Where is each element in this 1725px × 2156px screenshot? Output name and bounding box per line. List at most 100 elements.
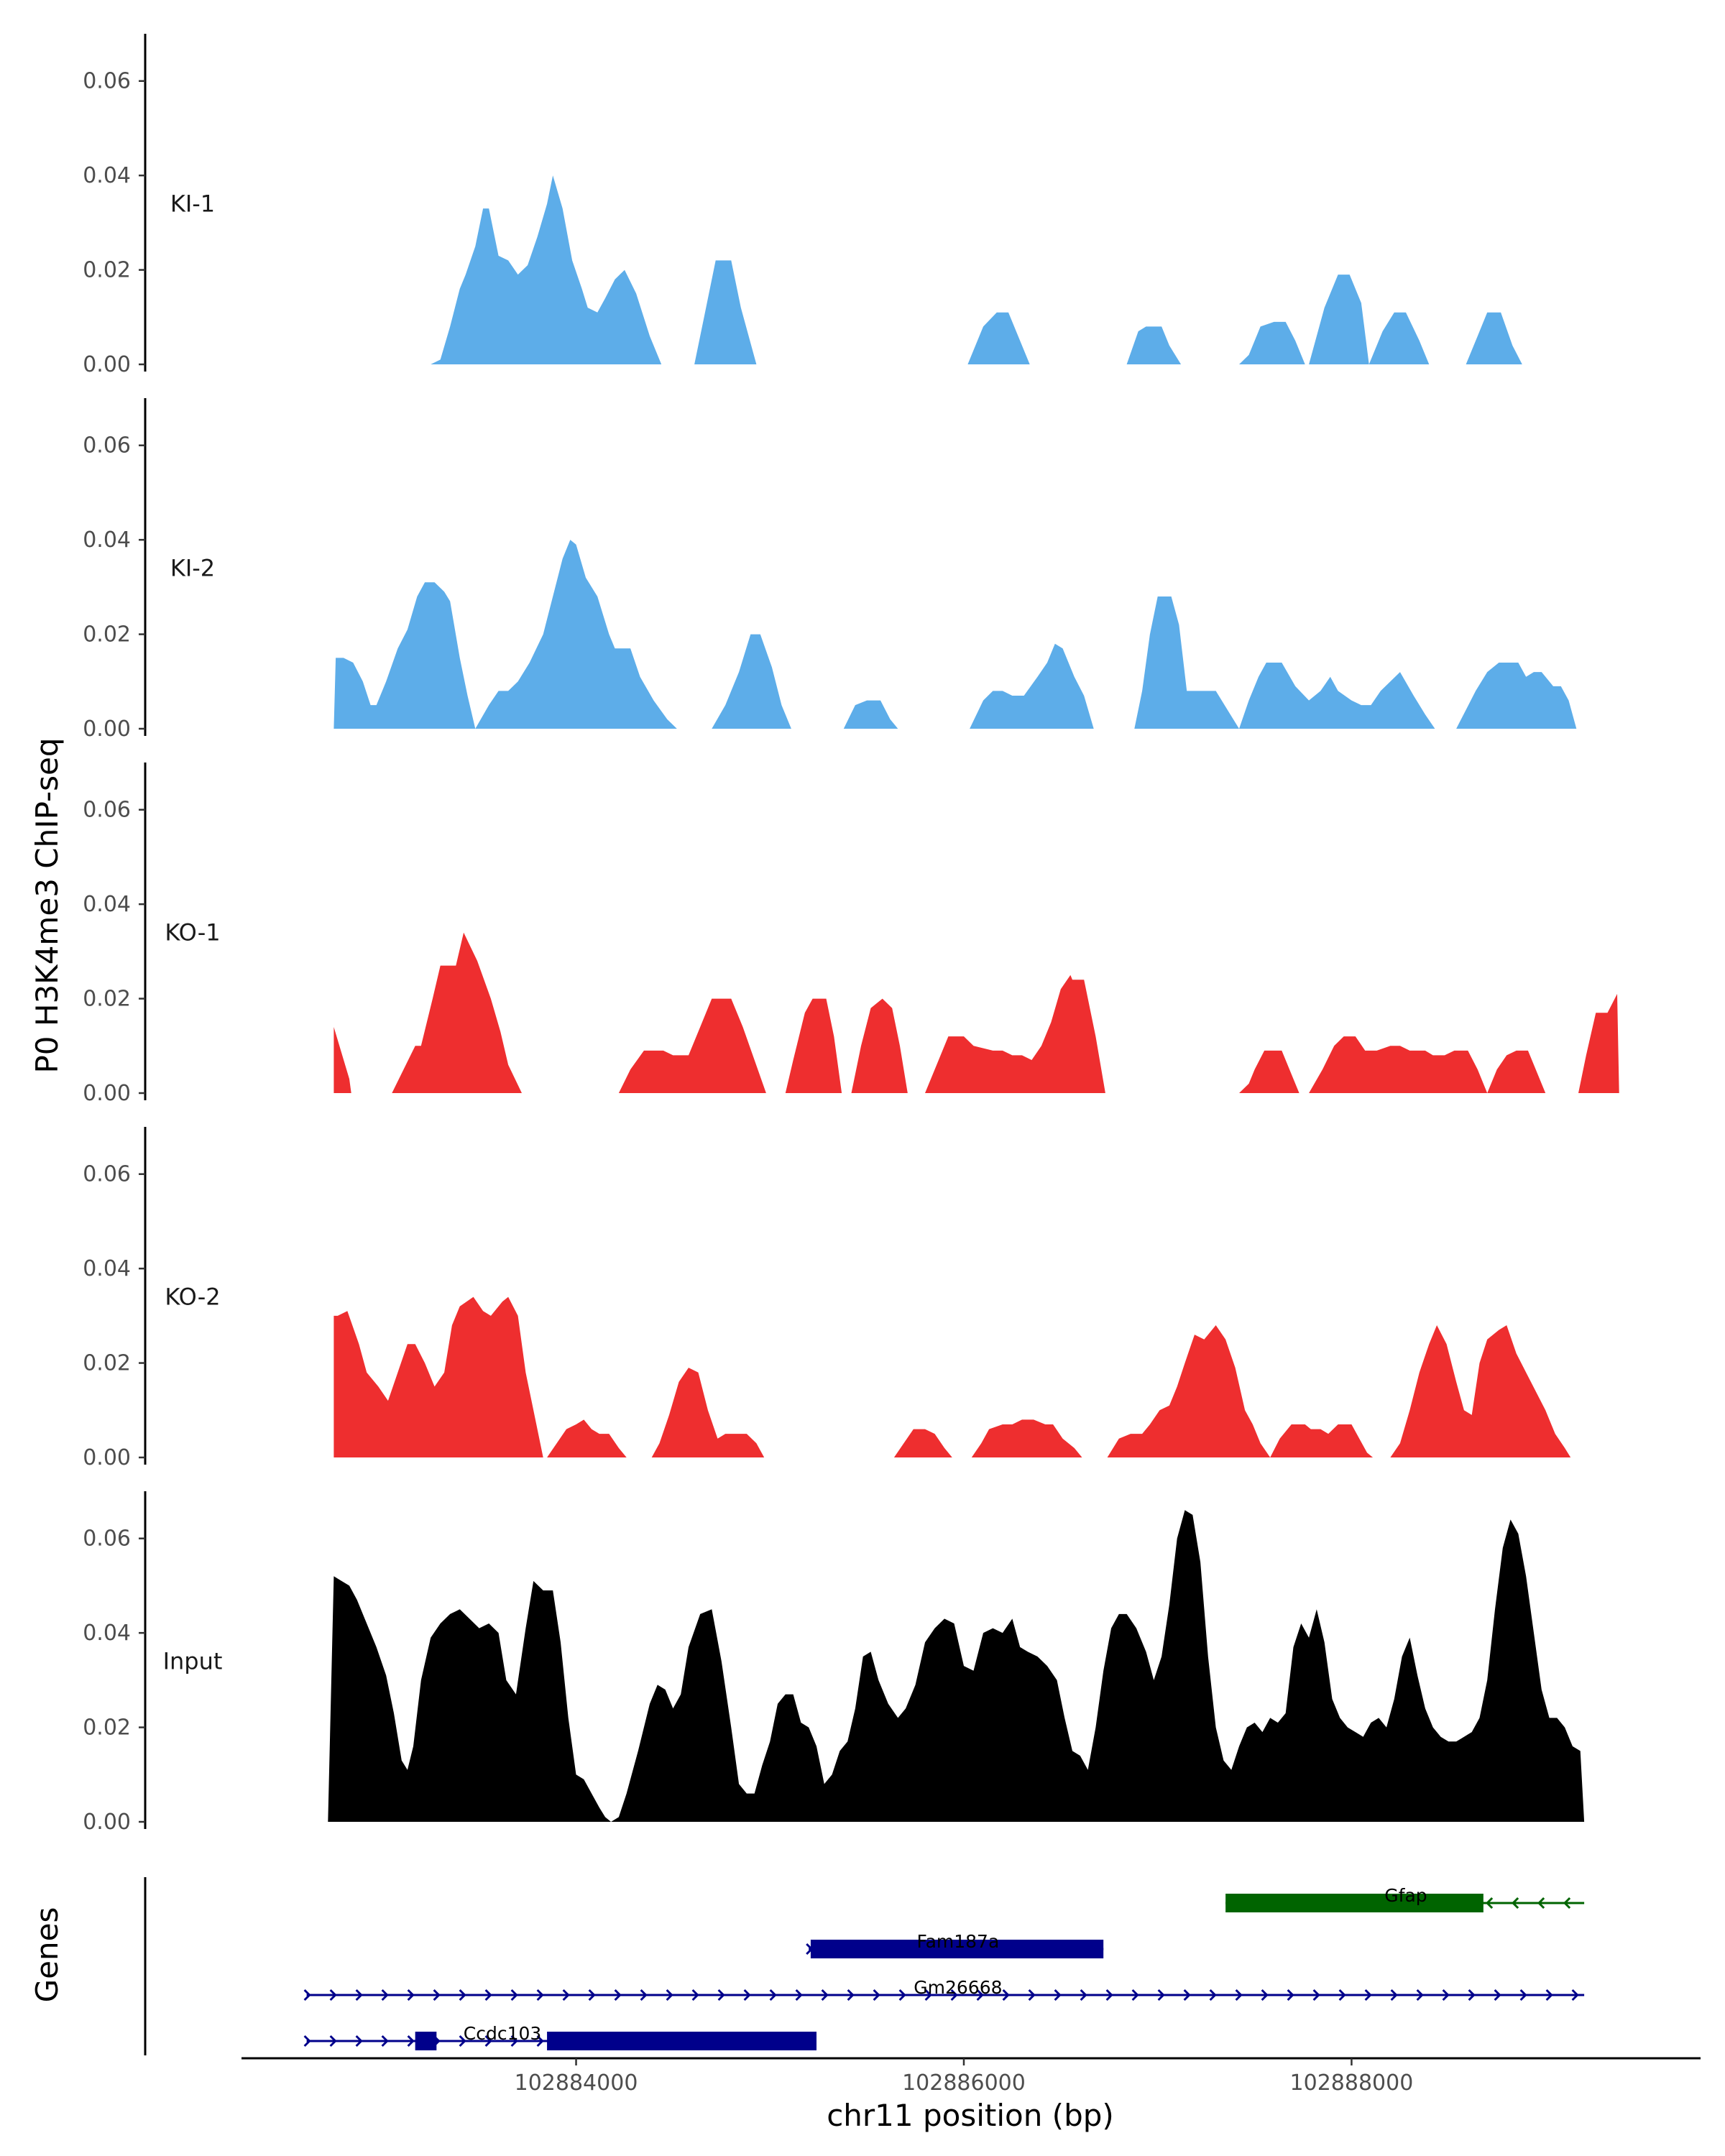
strand-arrow: [407, 1989, 415, 2001]
strand-arrow: [355, 2035, 363, 2047]
strand-arrow: [1537, 1897, 1545, 1909]
strand-arrow: [1054, 1989, 1062, 2001]
y-tick-label: 0.00: [83, 1445, 131, 1470]
y-tick-label: 0.06: [83, 1526, 131, 1552]
x-tick-label: 102884000: [515, 2070, 638, 2096]
strand-arrow: [484, 2035, 492, 2047]
signal-area: [1239, 663, 1435, 729]
signal-area: [1309, 1036, 1488, 1093]
strand-arrow: [1571, 1989, 1579, 2001]
strand-arrow: [303, 2035, 311, 2047]
signal-area: [1456, 663, 1577, 729]
y-tick-label: 0.04: [83, 528, 131, 553]
signal-area: [1126, 326, 1182, 364]
strand-arrow: [873, 1989, 880, 2001]
signal-area: [475, 540, 677, 729]
gene-exon: [1225, 1894, 1484, 1912]
strand-arrow: [1519, 1989, 1527, 2001]
signal-area: [893, 1429, 952, 1457]
strand-arrow: [1312, 1989, 1320, 2001]
signal-area: [1466, 312, 1522, 364]
signal-area: [618, 998, 766, 1093]
strand-arrow: [743, 1989, 751, 2001]
signal-area: [334, 582, 476, 729]
gene-exon: [415, 2032, 437, 2050]
strand-arrow: [717, 1989, 725, 2001]
track-label: KI-2: [170, 555, 215, 582]
y-tick-label: 0.04: [83, 892, 131, 917]
strand-arrow: [691, 1989, 699, 2001]
x-axis: 102884000 102886000 102888000: [242, 2057, 1701, 2096]
signal-area: [843, 700, 898, 729]
strand-arrow: [821, 1989, 829, 2001]
strand-arrow: [847, 1989, 855, 2001]
y-tick-label: 0.02: [83, 1715, 131, 1741]
strand-arrow: [976, 1989, 984, 2001]
track-ki-2: 0.00 0.02 0.04 0.06 KI-2: [83, 398, 1577, 742]
gene-label: Fam187a: [916, 1931, 999, 1952]
strand-arrow: [769, 1989, 777, 2001]
strand-arrow: [1442, 1989, 1450, 2001]
strand-arrow: [562, 1989, 570, 2001]
signal-area: [971, 1419, 1082, 1457]
strand-arrow: [1338, 1989, 1346, 2001]
track-ko-2: 0.00 0.02 0.04 0.06 KO-2: [83, 1127, 1571, 1470]
strand-arrow: [355, 1989, 363, 2001]
strand-arrow: [510, 1989, 518, 2001]
y-tick-label: 0.04: [83, 163, 131, 188]
signal-area: [1309, 275, 1369, 364]
strand-arrow: [1287, 1989, 1294, 2001]
signal-area: [925, 975, 1105, 1093]
strand-arrow: [1105, 1989, 1113, 2001]
x-tick-label: 102888000: [1290, 2070, 1414, 2096]
y-tick-label: 0.00: [83, 1081, 131, 1106]
genes-group: Gfap Fam187a Gm26668 Ccdc103: [144, 1877, 1585, 2055]
signal-area: [1390, 1325, 1571, 1457]
strand-arrow: [1028, 1989, 1036, 2001]
track-label: Input: [163, 1648, 223, 1675]
signal-area: [334, 1027, 351, 1093]
y-tick-label: 0.06: [83, 433, 131, 459]
strand-arrow: [924, 1989, 932, 2001]
signal-area: [547, 1419, 627, 1457]
strand-arrow: [1485, 1897, 1494, 1909]
strand-arrow: [459, 2035, 466, 2047]
signal-area: [1239, 1050, 1300, 1093]
strand-arrow: [1364, 1989, 1372, 2001]
gene-ccdc103: Ccdc103: [303, 2023, 816, 2050]
genes-axis-title: Genes: [29, 1907, 65, 2003]
strand-arrow: [1468, 1989, 1476, 2001]
tracks-group: 0.00 0.02 0.04 0.06 KI-1 0.00 0.02 0.04 0.06 KI-2…: [83, 34, 1619, 1835]
signal-area: [785, 998, 842, 1093]
signal-area: [967, 312, 1030, 364]
strand-arrow: [381, 1989, 389, 2001]
strand-arrow: [1416, 1989, 1424, 2001]
strand-arrow: [666, 1989, 673, 2001]
signal-area: [1487, 1050, 1546, 1093]
strand-arrow: [950, 1989, 958, 2001]
signal-area: [431, 175, 662, 364]
track-label: KO-2: [165, 1284, 220, 1311]
y-tick-label: 0.06: [83, 798, 131, 823]
y-tick-label: 0.04: [83, 1621, 131, 1646]
gene-gm26668: Gm26668: [303, 1977, 1585, 2001]
track-label: KO-1: [165, 919, 220, 946]
strand-arrow: [303, 1989, 311, 2001]
y-tick-label: 0.06: [83, 69, 131, 94]
strand-arrow: [1183, 1989, 1191, 2001]
y-tick-label: 0.00: [83, 352, 131, 377]
strand-arrow: [1209, 1989, 1217, 2001]
y-tick-label: 0.02: [83, 622, 131, 648]
signal-area: [651, 1368, 765, 1457]
y-tick-label: 0.04: [83, 1256, 131, 1281]
signal-area: [334, 1296, 543, 1457]
y-tick-label: 0.00: [83, 717, 131, 742]
gene-exon: [810, 1940, 1104, 1958]
strand-arrow: [329, 1989, 337, 2001]
strand-arrow: [329, 2035, 337, 2047]
y-tick-label: 0.02: [83, 258, 131, 283]
track-ko-1: 0.00 0.02 0.04 0.06 KO-1: [83, 763, 1619, 1106]
y-tick-label: 0.02: [83, 1351, 131, 1376]
strand-arrow: [510, 2035, 518, 2047]
gene-label: Gm26668: [914, 1977, 1002, 1998]
